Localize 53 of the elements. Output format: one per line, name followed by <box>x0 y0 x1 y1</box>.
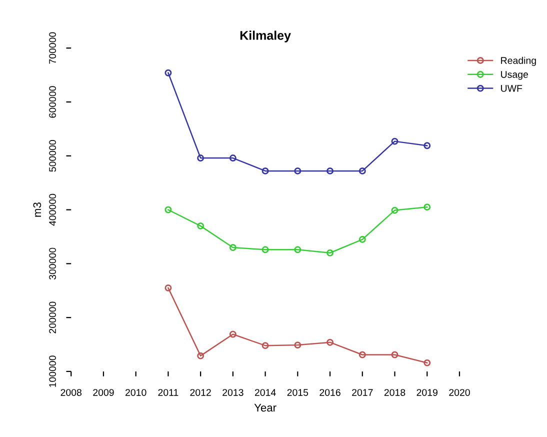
x-tick-label: 2017 <box>352 389 373 396</box>
y-tick-label: 100000 <box>49 356 56 387</box>
x-tick-label: 2020 <box>449 389 470 396</box>
point <box>391 206 398 214</box>
x-tick-label: 2019 <box>416 389 438 396</box>
point <box>424 204 431 211</box>
x-tick-label: 2016 <box>320 389 340 396</box>
point <box>391 351 398 358</box>
point <box>326 167 334 174</box>
legend-label: Usage <box>501 71 528 80</box>
point <box>197 352 204 360</box>
x-tick-label: 2008 <box>60 389 82 396</box>
point <box>262 167 269 174</box>
y-tick-label: 700000 <box>49 32 56 64</box>
point <box>197 222 204 230</box>
x-tick-label: 2012 <box>190 389 211 396</box>
legend-label: Reading <box>501 56 536 66</box>
point <box>294 246 302 254</box>
x-tick-label: 2014 <box>254 389 276 396</box>
x-tick-label: 2013 <box>222 389 244 396</box>
y-tick-label: 600000 <box>49 86 56 118</box>
y-tick-label: 200000 <box>49 302 56 334</box>
x-axis-title: Year <box>254 404 276 412</box>
point <box>424 142 431 150</box>
x-tick-label: 2010 <box>126 389 146 396</box>
point <box>164 69 172 76</box>
point <box>164 284 172 292</box>
x-tick-label: 2011 <box>158 389 178 396</box>
x-tick-label: 2015 <box>287 389 308 396</box>
y-tick-label: 400000 <box>49 194 56 226</box>
point <box>164 206 172 214</box>
point <box>358 167 366 174</box>
point <box>262 246 269 254</box>
y-axis-title: m3 <box>33 202 42 217</box>
y-tick-label: 300000 <box>49 248 56 280</box>
point <box>358 236 366 243</box>
point <box>262 342 269 350</box>
point <box>326 249 334 256</box>
chart-title: Kilmaley <box>240 30 291 42</box>
x-tick-label: 2018 <box>384 389 406 396</box>
x-tick-label: 2009 <box>93 389 114 396</box>
point <box>294 342 302 349</box>
point <box>197 154 204 162</box>
point <box>294 167 302 174</box>
point <box>358 351 366 358</box>
point <box>229 244 236 251</box>
legend-label: UWF <box>501 85 522 92</box>
point <box>391 138 398 145</box>
point <box>229 330 236 338</box>
y-tick-label: 500000 <box>49 140 56 172</box>
point <box>424 359 431 366</box>
point <box>326 338 334 346</box>
point <box>229 154 236 162</box>
